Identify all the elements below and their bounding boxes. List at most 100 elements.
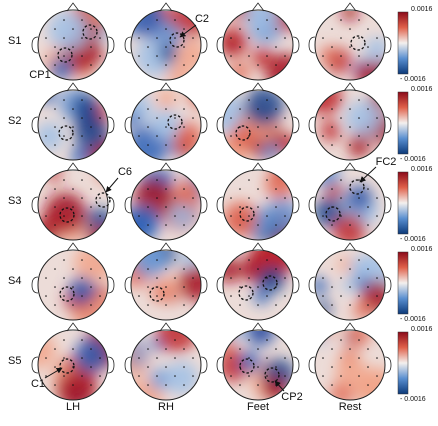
electrode <box>147 224 149 226</box>
electrode <box>63 339 65 341</box>
row-label: S2 <box>8 115 21 127</box>
electrode <box>322 55 324 57</box>
blob <box>47 10 89 51</box>
blob <box>223 257 242 283</box>
blob <box>224 37 239 52</box>
electrode <box>81 277 83 279</box>
ear-right <box>292 36 300 54</box>
electrode <box>81 197 83 199</box>
ear-left <box>31 276 39 294</box>
electrode <box>349 286 351 288</box>
electrode <box>376 357 378 359</box>
head-outline <box>222 329 294 401</box>
electrode <box>266 55 268 57</box>
blob <box>166 63 192 80</box>
blob <box>315 277 328 295</box>
annotation: CP2 <box>281 391 302 403</box>
ear-left <box>124 36 132 54</box>
electrode <box>99 55 101 57</box>
column-label: Feet <box>247 401 269 413</box>
electrode <box>54 126 56 128</box>
ear-right <box>200 36 208 54</box>
electrode <box>81 295 83 297</box>
electrode <box>248 259 250 261</box>
blob <box>46 170 62 182</box>
electrode <box>367 108 369 110</box>
head-outline <box>314 9 386 81</box>
electrode <box>322 117 324 119</box>
electrode <box>284 117 286 119</box>
electrode <box>367 348 369 350</box>
ear-right <box>384 356 392 374</box>
electrode <box>54 144 56 146</box>
electrode <box>367 46 369 48</box>
electrode <box>156 339 158 341</box>
electrode <box>257 188 259 190</box>
blob <box>346 330 371 347</box>
ear-right <box>107 276 115 294</box>
ear-right <box>292 276 300 294</box>
electrode <box>358 215 360 217</box>
blob <box>228 124 256 152</box>
electrode <box>257 268 259 270</box>
nose <box>66 82 80 92</box>
electrode <box>174 99 176 101</box>
blob <box>99 250 108 262</box>
electrode <box>331 348 333 350</box>
blobs <box>223 90 293 160</box>
electrode <box>239 304 241 306</box>
electrode <box>284 295 286 297</box>
blob <box>355 275 370 290</box>
electrode <box>54 286 56 288</box>
electrode <box>63 37 65 39</box>
electrode <box>54 366 56 368</box>
electrode <box>322 375 324 377</box>
head-outline <box>314 169 386 241</box>
electrode <box>72 286 74 288</box>
annotation: C1 <box>31 378 45 390</box>
electrode <box>358 55 360 57</box>
electrode <box>90 126 92 128</box>
electrode <box>63 295 65 297</box>
electrode <box>340 179 342 181</box>
electrode <box>358 37 360 39</box>
electrode <box>340 55 342 57</box>
electrode <box>165 46 167 48</box>
electrode <box>90 384 92 386</box>
nose <box>251 2 265 12</box>
electrode <box>45 375 47 377</box>
electrode <box>192 277 194 279</box>
electrode <box>275 64 277 66</box>
colorbar-max: 0.0016 <box>411 326 433 333</box>
electrode <box>367 144 369 146</box>
electrode <box>248 277 250 279</box>
electrode <box>90 64 92 66</box>
head-outline <box>222 169 294 241</box>
electrode <box>322 135 324 137</box>
colorbar <box>397 251 409 315</box>
electrode <box>257 224 259 226</box>
electrode <box>230 295 232 297</box>
electrode <box>183 108 185 110</box>
electrode <box>257 46 259 48</box>
row-label: S1 <box>8 35 21 47</box>
blob <box>227 330 247 342</box>
electrode <box>192 197 194 199</box>
electrode <box>248 19 250 21</box>
electrode <box>183 286 185 288</box>
blob <box>97 264 108 279</box>
electrode <box>239 188 241 190</box>
roi-circle <box>264 367 280 383</box>
roi-circle <box>58 125 74 141</box>
nose <box>343 322 357 332</box>
electrode <box>156 259 158 261</box>
electrode <box>174 179 176 181</box>
electrode <box>72 188 74 190</box>
colorbar-min: - 0.0016 <box>400 76 426 83</box>
blob <box>315 197 345 228</box>
ear-right <box>384 196 392 214</box>
electrode <box>99 117 101 119</box>
blob <box>279 135 293 155</box>
electrode <box>230 277 232 279</box>
ear-left <box>31 36 39 54</box>
